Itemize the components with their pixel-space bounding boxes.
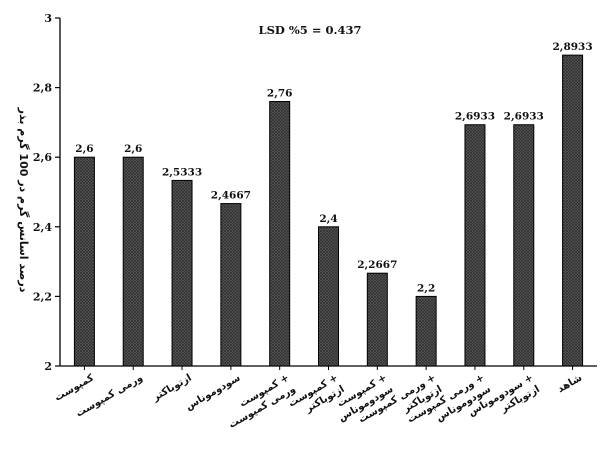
bar	[220, 203, 242, 367]
y-axis-label: درصد اسانس گرم در 100 گرم بذر	[17, 107, 30, 293]
x-tick-label: کمپوست	[53, 372, 96, 403]
bar	[171, 179, 193, 367]
chart-title: LSD %5 = 0.437	[259, 23, 362, 37]
data-label: 2,5333	[162, 166, 202, 178]
x-tick-label: سودوموناس	[184, 372, 243, 412]
data-label: 2,6933	[504, 111, 544, 123]
data-label: 2,6	[124, 143, 142, 155]
y-ticks: 2 2,2 2,4 2,6 2,8 3	[33, 12, 60, 373]
data-label: 2,2667	[357, 259, 397, 271]
x-tick-label-line: ازتوباکتر	[150, 373, 193, 404]
x-tick-label-line: شاهد	[556, 372, 584, 395]
data-label: 2,8933	[552, 41, 592, 53]
bar	[464, 124, 486, 367]
x-tick-label-line: سودوموناس	[184, 372, 243, 412]
bar	[73, 156, 95, 367]
data-label: 2,76	[267, 88, 293, 100]
y-tick-label: 2,6	[33, 151, 52, 164]
bar	[415, 295, 437, 367]
bar	[318, 226, 339, 367]
data-label: 2,6	[75, 143, 93, 155]
bar	[513, 124, 535, 367]
bar	[122, 156, 144, 367]
x-tick-label: ازتوباکتر	[150, 373, 193, 404]
bar	[269, 101, 291, 367]
data-labels: 2,6 2,6 2,5333 2,4667 2,76 2,4 2,2667 2,2 2,6933…	[75, 41, 592, 294]
x-tick-label-line: کمپوست	[53, 372, 96, 403]
data-label: 2,2	[417, 282, 435, 294]
bar	[366, 272, 388, 367]
x-tick-label: شاهد	[556, 372, 584, 395]
y-tick-label: 2,8	[33, 82, 52, 95]
y-tick-label: 3	[44, 12, 52, 25]
y-tick-label: 2,4	[33, 221, 52, 234]
bar	[562, 54, 584, 367]
data-label: 2,4	[319, 213, 337, 225]
y-tick-label: 2	[44, 360, 52, 373]
data-label: 2,6933	[455, 111, 495, 123]
data-label: 2,4667	[211, 190, 251, 202]
bars	[73, 54, 584, 367]
y-tick-label: 2,2	[33, 290, 52, 303]
